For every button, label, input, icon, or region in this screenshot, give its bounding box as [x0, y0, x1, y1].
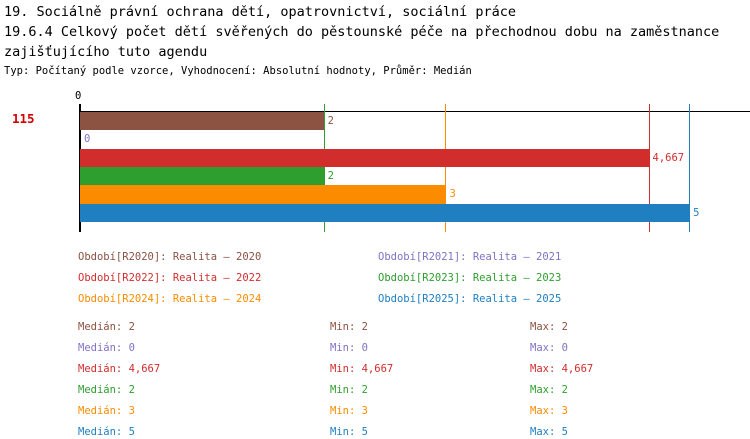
chart-bar-row: R20210: [80, 130, 750, 148]
stat-max: Max: 0: [530, 342, 568, 354]
stat-min: Min: 3: [330, 405, 368, 417]
chart-bar-row: R20243: [80, 185, 750, 204]
axis-origin-label: 0: [75, 90, 82, 102]
stat-median: Medián: 5: [78, 426, 135, 438]
chart-bar-row: R20232: [80, 166, 750, 186]
chart-bar-row: R20224,667: [80, 148, 750, 167]
row-count-label: 115: [12, 111, 35, 126]
stat-min: Min: 5: [330, 426, 368, 438]
legend-item: Období[R2020]: Realita – 2020: [78, 251, 262, 263]
legend-item: Období[R2023]: Realita – 2023: [378, 272, 562, 284]
statistics-table: Medián: 2 Min: 2 Max: 2 Medián: 0 Min: 0 Max:…: [0, 312, 750, 438]
chart-gridline: [445, 104, 447, 232]
stat-median: Medián: 3: [78, 405, 135, 417]
chart-bar-row: R20255: [80, 203, 750, 222]
chart-bar[interactable]: [80, 166, 324, 186]
chart-legend: Období[R2020]: Realita – 2020 Období[R202…: [0, 240, 750, 306]
page-title-line-2: 19.6.4 Celkový počet dětí svěřených do p…: [4, 24, 728, 60]
chart-value-label: 5: [693, 206, 700, 219]
chart-gridline: [689, 104, 691, 232]
chart-subtitle: Typ: Počítaný podle vzorce, Vyhodnocení:…: [4, 65, 472, 77]
stat-median: Medián: 2: [78, 384, 135, 396]
chart-gridline: [323, 104, 325, 232]
legend-item: Období[R2025]: Realita – 2025: [378, 293, 562, 305]
chart-value-label: 0: [84, 133, 91, 146]
stat-median: Medián: 2: [78, 321, 135, 333]
chart-value-label: 2: [327, 169, 334, 182]
stat-max: Max: 3: [530, 405, 568, 417]
stat-max: Max: 4,667: [530, 363, 594, 375]
stat-median: Medián: 0: [78, 342, 135, 354]
page-title-block: 19. Sociálně právní ochrana dětí, opatro…: [4, 2, 746, 62]
chart-bar[interactable]: [80, 203, 690, 222]
stat-median: Medián: 4,667: [78, 363, 161, 375]
chart-value-label: 2: [327, 115, 334, 127]
stat-max: Max: 2: [530, 384, 568, 396]
chart-plot-area: R20202R20210R20224,667R20232R20243R20255: [80, 104, 750, 232]
stat-min: Min: 0: [330, 342, 368, 354]
stat-min: Min: 4,667: [330, 363, 394, 375]
chart-value-label: 3: [449, 188, 456, 201]
chart-bar[interactable]: [80, 185, 446, 204]
legend-item: Období[R2021]: Realita – 2021: [378, 251, 562, 263]
stat-min: Min: 2: [330, 321, 368, 333]
chart-top-axis: [80, 111, 750, 112]
page-title-line-1: 19. Sociálně právní ochrana dětí, opatro…: [4, 4, 517, 20]
legend-item: Období[R2022]: Realita – 2022: [78, 272, 262, 284]
bar-chart: 0 115 R20202R20210R20224,667R20232R20243…: [0, 90, 750, 232]
legend-item: Období[R2024]: Realita – 2024: [78, 293, 262, 305]
stat-max: Max: 5: [530, 426, 568, 438]
chart-bar[interactable]: [80, 112, 324, 131]
chart-value-label: 4,667: [652, 151, 685, 164]
stat-min: Min: 2: [330, 384, 368, 396]
chart-bar[interactable]: [80, 148, 649, 167]
chart-gridline: [648, 104, 650, 232]
chart-bar-row: R20202: [80, 112, 750, 131]
stat-max: Max: 2: [530, 321, 568, 333]
